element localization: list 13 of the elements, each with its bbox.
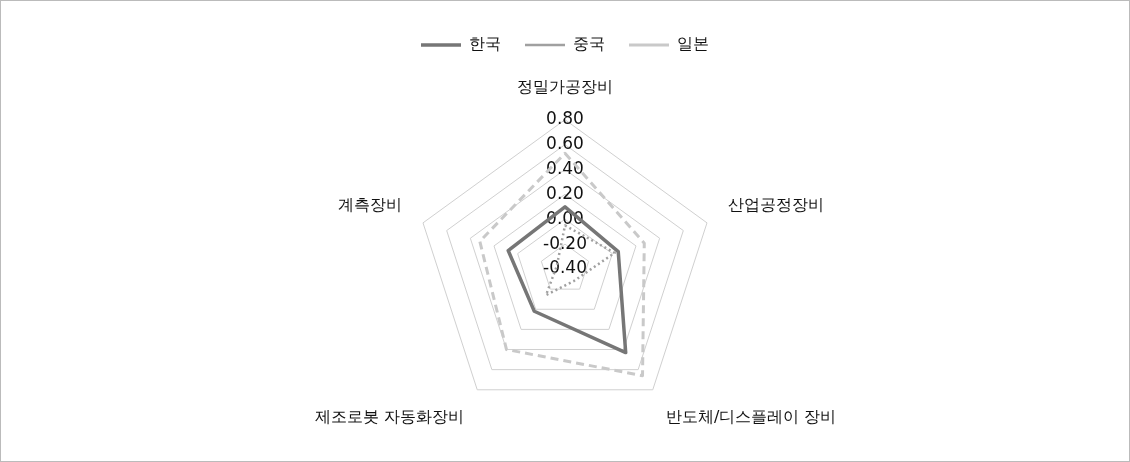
legend-label: 중국 [573,34,605,54]
spoke-label: 산업공정장비 [728,195,825,215]
y-tick-label: -0.40 [543,257,587,278]
legend-label: 한국 [469,34,501,54]
spoke-label: 제조로봇 자동화장비 [314,406,465,426]
y-tick-label: 0.80 [546,108,584,129]
y-tick-label: 0.20 [546,182,584,203]
spoke-label: 계측장비 [337,195,402,215]
y-tick-label: -0.20 [543,232,587,253]
legend-label: 일본 [677,34,709,54]
y-tick-label: 0.60 [546,133,584,154]
spoke-label: 정밀가공장비 [517,76,613,96]
spoke-label: 반도체/디스플레이 장비 [665,406,837,426]
